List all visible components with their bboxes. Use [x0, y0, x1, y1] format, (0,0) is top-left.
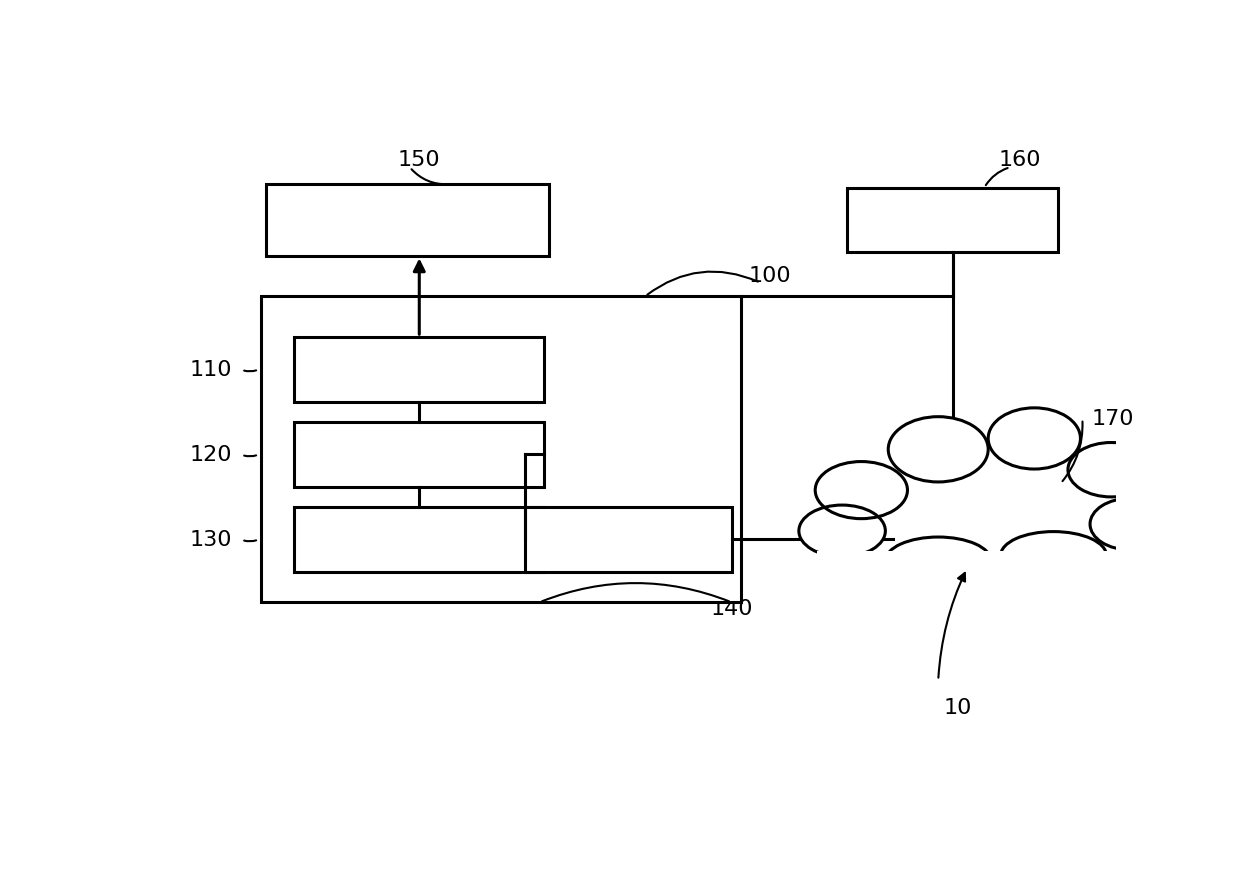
Ellipse shape: [888, 417, 988, 482]
Bar: [294, 422, 544, 487]
Text: 130: 130: [190, 530, 232, 550]
Text: 170: 170: [1092, 409, 1135, 429]
Text: 通信装置: 通信装置: [595, 525, 662, 554]
Text: 160: 160: [998, 150, 1042, 170]
Text: 服务器: 服务器: [928, 206, 977, 234]
Text: 存储装置: 存储装置: [386, 525, 453, 554]
Bar: [294, 337, 544, 402]
Bar: [260, 297, 742, 602]
Ellipse shape: [815, 462, 908, 518]
Bar: [847, 187, 1058, 253]
Text: 110: 110: [190, 359, 232, 380]
Text: 取像装置: 取像装置: [386, 356, 453, 383]
Text: 140: 140: [711, 599, 753, 619]
Ellipse shape: [988, 408, 1080, 469]
Text: 处理器: 处理器: [394, 441, 444, 468]
Bar: [817, 551, 1136, 590]
Ellipse shape: [1068, 442, 1154, 497]
Ellipse shape: [799, 505, 885, 557]
Text: 150: 150: [398, 150, 440, 170]
Text: 10: 10: [944, 698, 972, 718]
Bar: [525, 507, 732, 571]
Bar: [294, 507, 544, 571]
Ellipse shape: [1090, 498, 1171, 550]
Text: 100: 100: [749, 266, 791, 286]
Bar: [265, 185, 549, 255]
Ellipse shape: [885, 537, 991, 585]
Text: 定位标签: 定位标签: [374, 206, 440, 234]
Text: 120: 120: [190, 445, 232, 464]
Ellipse shape: [1001, 532, 1106, 579]
